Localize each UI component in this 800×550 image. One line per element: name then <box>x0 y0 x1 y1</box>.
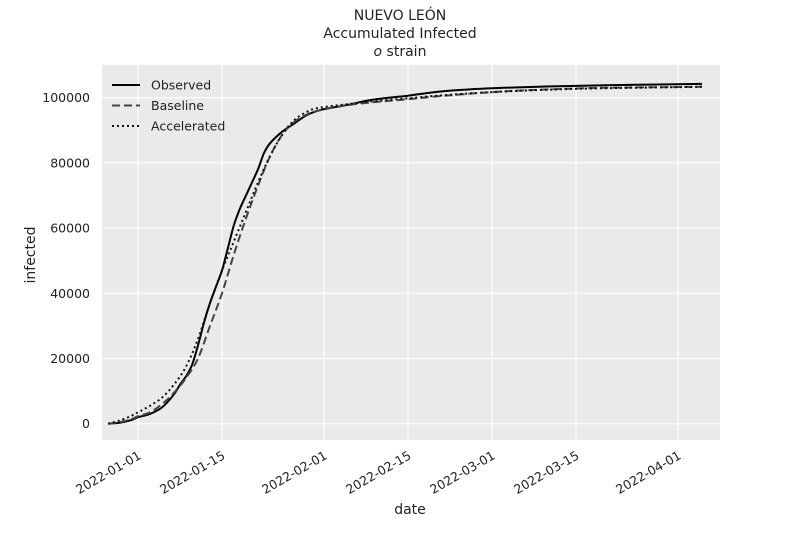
x-tick-label: 2022-04-01 <box>613 448 683 497</box>
y-tick-labels: 0 20000 40000 60000 80000 100000 <box>42 90 90 431</box>
x-tick-label: 2022-02-01 <box>259 448 329 497</box>
x-axis-label: date <box>394 502 426 518</box>
plot-area <box>102 65 720 440</box>
x-tick-label: 2022-01-15 <box>157 448 227 497</box>
y-axis-label: infected <box>23 227 39 284</box>
y-tick-label: 100000 <box>42 90 90 105</box>
legend-label-observed: Observed <box>151 78 211 93</box>
legend-label-accelerated: Accelerated <box>151 119 225 134</box>
series-line-baseline <box>107 85 703 425</box>
strain-symbol: o <box>373 44 383 60</box>
x-tick-label: 2022-03-15 <box>511 448 581 497</box>
x-tick-labels: 2022-01-01 2022-01-15 2022-02-01 2022-02-15… <box>73 448 683 497</box>
y-tick-label: 60000 <box>50 221 90 236</box>
y-tick-label: 20000 <box>50 351 90 366</box>
x-tick-label: 2022-03-01 <box>427 448 497 497</box>
chart-subtitle: Accumulated Infected <box>323 26 477 42</box>
chart-subtitle-2: o strain <box>0 43 800 61</box>
series-lines <box>107 82 703 425</box>
y-tick-label: 80000 <box>50 155 90 170</box>
y-tick-label: 0 <box>82 416 90 431</box>
strain-label: strain <box>382 44 427 60</box>
x-tick-label: 2022-02-15 <box>343 448 413 497</box>
legend-label-baseline: Baseline <box>151 98 204 113</box>
legend: Observed Baseline Accelerated <box>112 78 225 134</box>
grid-lines <box>102 65 720 440</box>
y-tick-label: 40000 <box>50 286 90 301</box>
chart-title: NUEVO LEÓN <box>353 8 447 24</box>
x-tick-label: 2022-01-01 <box>73 448 143 497</box>
series-line-accelerated <box>107 85 703 425</box>
